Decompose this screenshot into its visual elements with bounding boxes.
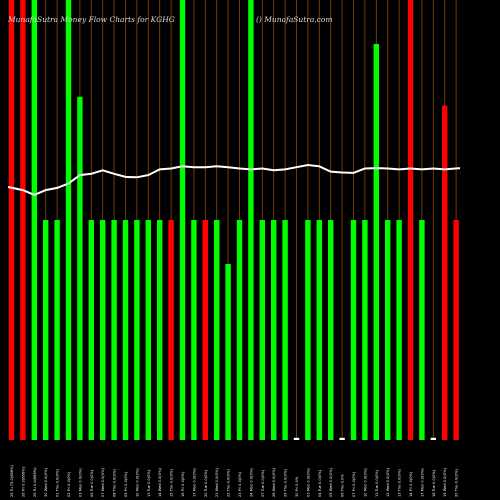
x-tick-label: 07 Fri 0.0(0%) [352, 471, 356, 497]
x-tick-label: 16 Fri 0.0(0%) [181, 471, 185, 497]
x-tick-label: 15 Thu 0.0(0%) [170, 469, 174, 497]
bar [214, 220, 220, 440]
bar [54, 220, 60, 440]
x-tick-label: 05 Wed 0.0(0%) [329, 467, 333, 497]
x-tick-label: 26 Fri 0.0(666%) [21, 466, 25, 497]
x-tick-label: 10 Mon 0.0(0%) [363, 468, 367, 497]
bar [430, 437, 436, 440]
bar [88, 220, 94, 440]
x-tick-label: 17 Mon 0.0(0%) [192, 468, 196, 497]
x-tick-label: 06 Thu 0.0% [341, 474, 345, 497]
bar [122, 220, 129, 440]
x-tick-label: 03 Mon 0.0(0%) [306, 468, 310, 497]
bar [65, 0, 72, 440]
x-tick-label: 28 Wed 0.0(0%) [272, 467, 276, 497]
x-tick-label: 07 Wed 0.0(0%) [101, 467, 105, 497]
bar [145, 220, 151, 440]
chart-title: MunafaSutra Money Flow Charts for KGHG [7, 15, 175, 24]
x-tick-label: 02 Fri 0.0(0%) [67, 471, 71, 497]
bar [191, 220, 197, 440]
money-flow-line [7, 163, 461, 196]
x-tick-label: 13 Tue 0.0(0%) [147, 469, 151, 497]
x-tick-label: 29 Thu 0.0(0%) [284, 469, 288, 497]
x-tick-label: 27 Tue 0.0(0%) [261, 469, 265, 497]
x-tick-label: 14 Wed 0.0(0%) [158, 467, 162, 497]
bar [419, 220, 425, 440]
bar [453, 220, 459, 440]
x-axis-tick-labels: 25 Tu 75.0(666%) 26 Fri 0.0(666%) 29 Tu 0.… [10, 465, 459, 497]
bar [168, 220, 174, 440]
x-tick-label: 09 Fri 0.0(0%) [124, 471, 128, 497]
x-tick-label: 22 Thu 0.0(0%) [227, 469, 231, 497]
bar [77, 96, 83, 441]
bar [282, 220, 288, 440]
bar [8, 0, 15, 440]
bar [31, 0, 37, 440]
x-tick-label: 13 Thu 0.0(0%) [398, 469, 402, 497]
bar [316, 220, 322, 440]
x-tick-label: 12 Wed 0.0(0%) [386, 467, 390, 497]
bar [339, 437, 345, 440]
x-tick-label: 30 Fri 0.0% [295, 476, 299, 497]
x-tick-label: 11 Tue 0.0(0%) [375, 469, 379, 497]
bar [442, 105, 448, 440]
x-tick-label: 23 Fri 0.0(0%) [238, 471, 242, 497]
bar [385, 220, 391, 440]
x-tick-label: 21 Wed 0.0(0%) [215, 467, 219, 497]
x-tick-label: 25 Tu 75.0(666%) [10, 465, 14, 497]
x-tick-label: 14 Fri 0.0(0%) [409, 471, 413, 497]
bar [134, 220, 140, 440]
bar [328, 220, 334, 440]
bar [236, 220, 243, 440]
x-tick-label: 19 Wed 0.0(0%) [443, 467, 447, 497]
x-tick-label: 03 Mon 0.0(0%) [78, 468, 82, 497]
bar [407, 0, 414, 440]
x-tick-label: 17 Mon 0.0(0%) [420, 468, 424, 497]
x-tick-label: 18 Tue 0.0(0%) [432, 469, 436, 497]
bar [20, 0, 26, 440]
bar [271, 220, 277, 440]
bar [157, 220, 163, 440]
bar [362, 220, 368, 440]
bar [305, 220, 311, 440]
bar [248, 0, 254, 440]
x-tick-label: 20 Tue 0.0(0%) [204, 469, 208, 497]
chart-bars [8, 0, 459, 441]
bar [111, 220, 117, 440]
x-tick-label: 20 Thu 0.0(0%) [455, 469, 459, 497]
x-tick-label: 04 Tue 0.0(0%) [318, 469, 322, 497]
x-tick-label: 24 Mon 0.0(0%) [249, 468, 253, 497]
bar [225, 264, 231, 440]
bar [100, 220, 106, 440]
x-tick-label: 29 Tu 0.0(666%) [33, 467, 37, 497]
x-tick-label: 10 Mon 0.0(0%) [135, 468, 139, 497]
chart-source: () MunafaSutra.com [256, 15, 333, 24]
x-tick-label: 01 Thu 0.0(0%) [56, 469, 60, 497]
bar [179, 0, 186, 440]
bar [259, 220, 265, 440]
bar [373, 44, 379, 440]
x-tick-label: 30 Wed 0.0(0%) [44, 467, 48, 497]
x-tick-label: 08 Thu 0.0(0%) [113, 469, 117, 497]
bar [202, 220, 208, 440]
bar [293, 437, 300, 440]
x-tick-label: 06 Tue 0.0(0%) [90, 469, 94, 497]
bar [350, 220, 357, 440]
bar [43, 220, 49, 440]
bar [396, 220, 402, 440]
